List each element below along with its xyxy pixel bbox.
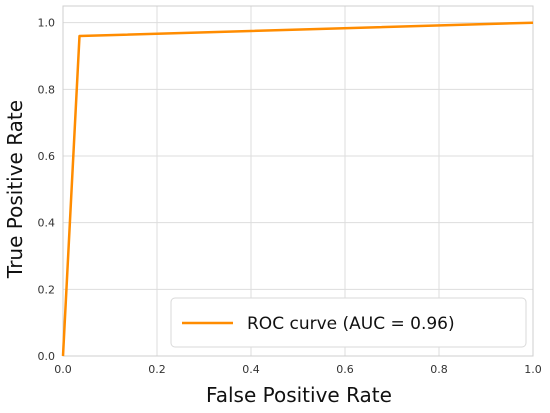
y-tick-label: 1.0 [38,17,56,30]
roc-curve-line [61,21,534,357]
legend-box [170,297,527,348]
y-axis-label: True Positive Rate [3,100,27,279]
x-tick-label: 1.0 [524,363,542,376]
plot-frame [62,5,534,357]
y-tick-label: 0.8 [38,83,56,96]
legend-entry: ROC curve (AUC = 0.96) [247,314,455,334]
x-tick-label: 0.4 [242,363,260,376]
legend: ROC curve (AUC = 0.96) [170,297,527,348]
y-tick-label: 0.6 [38,150,56,163]
x-axis-label: False Positive Rate [206,383,392,407]
x-tick-label: 0.0 [54,363,72,376]
x-tick-label: 0.2 [148,363,166,376]
y-tick-label: 0.2 [38,283,56,296]
x-tick-label: 0.8 [430,363,448,376]
series-layer [61,21,534,357]
tick-labels: 0.0 0.2 0.4 0.6 0.8 1.0 0.0 0.2 0.4 0.6 0.8 1.0 [38,17,542,376]
y-tick-label: 0.4 [38,217,56,230]
y-tick-label: 0.0 [38,350,56,363]
x-tick-label: 0.6 [336,363,354,376]
